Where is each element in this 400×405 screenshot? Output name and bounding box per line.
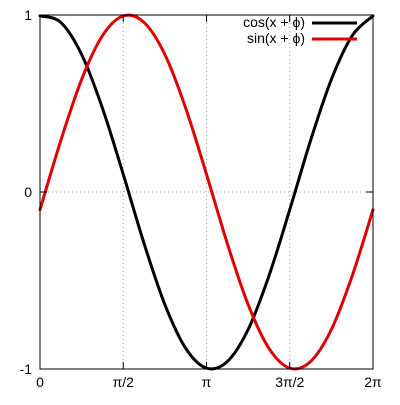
x-tick-label: π [202,374,212,390]
x-tick-label: 3π/2 [275,374,304,390]
legend: cos(x + ϕ)sin(x + ϕ) [243,14,357,46]
x-tick-label: π/2 [113,374,135,390]
axis-ticks: 0 π/2 π 3π/2 2π-101 [20,7,383,390]
y-tick-label: -1 [20,361,33,377]
y-tick-label: 0 [24,184,32,200]
legend-label: cos(x + ϕ) [243,14,305,30]
y-tick-label: 1 [24,7,32,23]
series-line-1 [38,13,375,371]
legend-label: sin(x + ϕ) [247,30,305,46]
x-tick-label: 2π [364,374,382,390]
x-tick-label: 0 [36,374,44,390]
grid-lines [40,15,373,369]
